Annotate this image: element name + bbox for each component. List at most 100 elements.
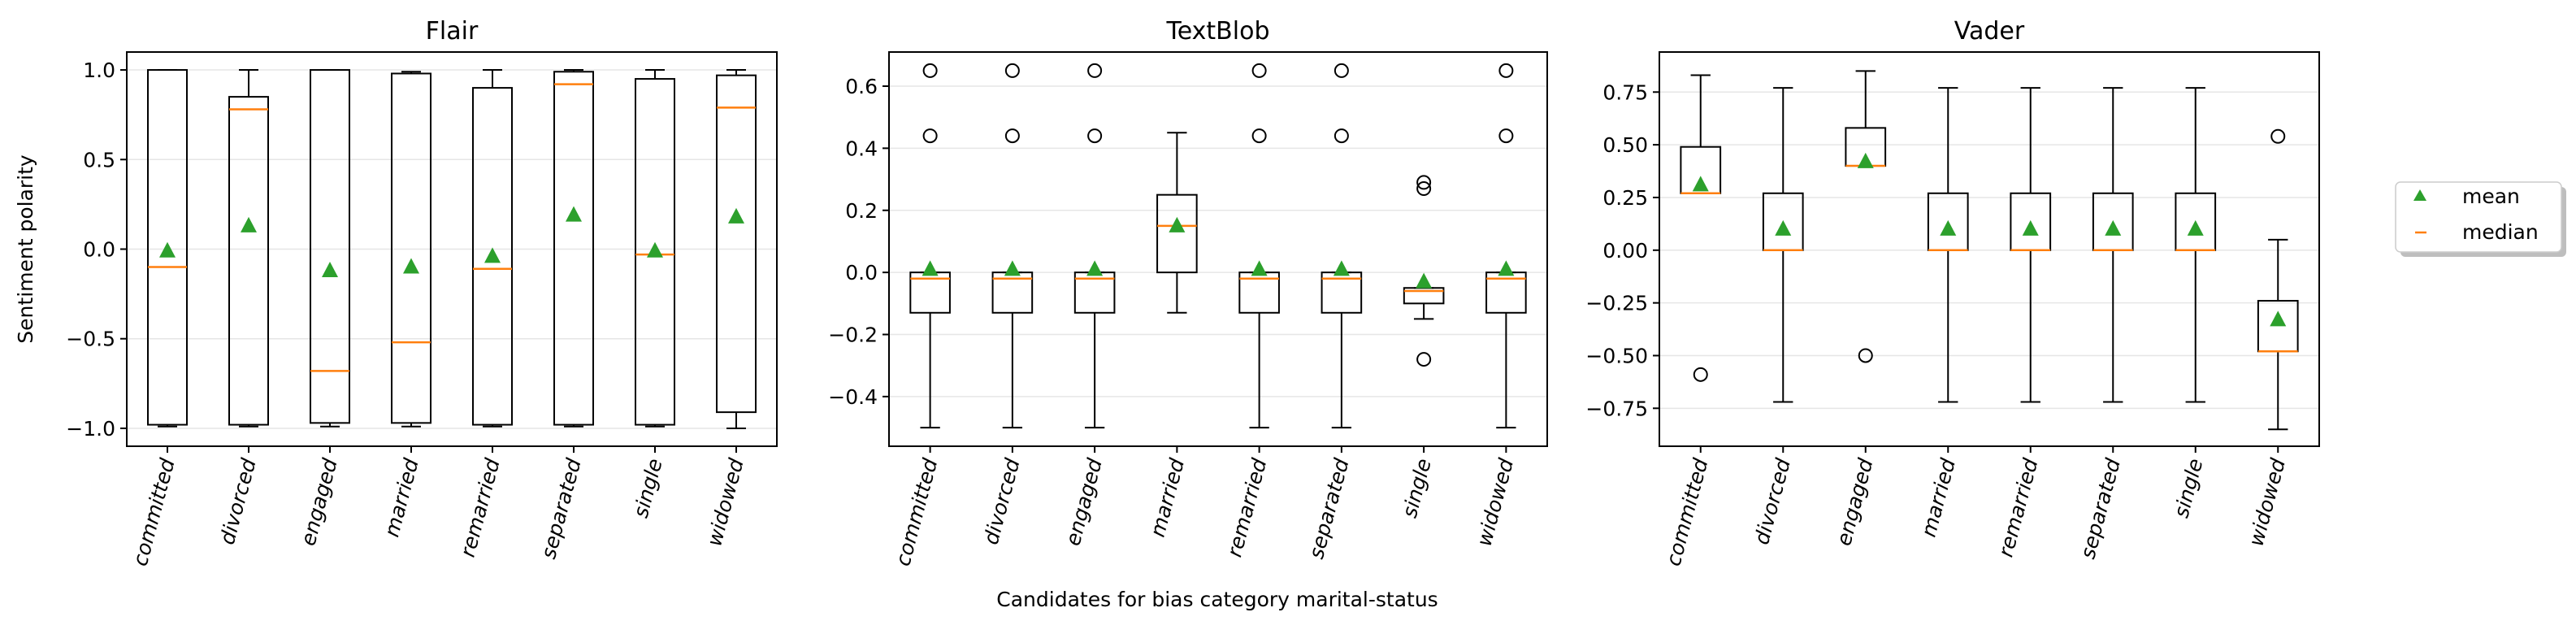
box-widowed — [2257, 128, 2299, 431]
y-tick-label: 0.5 — [83, 148, 115, 172]
legend: mean median — [2395, 181, 2566, 257]
x-tick-label: separated — [536, 456, 586, 562]
flier-point — [1498, 63, 1514, 78]
box-married — [391, 71, 432, 428]
flier-point — [922, 63, 938, 78]
mean-marker — [1775, 219, 1792, 236]
box-separated — [553, 69, 594, 428]
mean-marker — [1251, 260, 1268, 276]
legend-entry-mean: mean — [2413, 185, 2520, 208]
y-tick-label: −0.75 — [1585, 397, 1648, 420]
flier-point — [1087, 63, 1103, 78]
axes-frame — [1659, 51, 2320, 447]
mean-marker — [2187, 219, 2204, 236]
shared-xlabel: Candidates for bias category marital-sta… — [996, 588, 1438, 611]
mean-marker — [241, 216, 257, 232]
x-tick-label: divorced — [215, 456, 261, 547]
mean-marker — [1416, 272, 1433, 289]
mean-marker — [1004, 260, 1021, 276]
x-tick-label: widowed — [2244, 456, 2290, 549]
x-tick-label: divorced — [979, 456, 1025, 547]
y-tick-label: 0.75 — [1602, 80, 1648, 104]
y-tick-label: −0.2 — [828, 324, 878, 347]
panel-title: Flair — [426, 17, 479, 46]
y-tick-label: 1.0 — [83, 59, 115, 82]
y-tick-label: −0.50 — [1585, 344, 1648, 367]
x-tick-label: separated — [1304, 456, 1354, 562]
mean-marker — [159, 241, 176, 258]
x-tick-label: widowed — [1472, 456, 1519, 549]
y-tick-label: −1.0 — [66, 417, 115, 441]
x-tick-label: single — [1398, 456, 1436, 520]
flier-point — [1416, 352, 1432, 367]
iqr-box — [391, 72, 432, 424]
mean-marker — [322, 261, 338, 277]
mean-marker — [1940, 219, 1957, 236]
y-axis-label: Sentiment polarity — [14, 154, 37, 344]
flier-point — [1251, 63, 1267, 78]
mean-marker — [1498, 260, 1515, 276]
box-committed — [147, 69, 188, 428]
legend-median-label: median — [2462, 220, 2539, 244]
box-divorced — [1762, 87, 1804, 403]
box-separated — [2092, 87, 2134, 403]
x-tick-label: divorced — [1750, 456, 1795, 547]
box-separated — [1321, 63, 1363, 429]
flier-point — [1004, 63, 1020, 78]
box-single — [635, 69, 675, 428]
mean-marker — [647, 241, 663, 258]
y-tick-label: 0.6 — [845, 75, 878, 98]
x-tick-label: committed — [891, 456, 942, 569]
x-tick-label: engaged — [1832, 456, 1877, 548]
x-tick-label: married — [379, 456, 423, 540]
iqr-box — [716, 74, 757, 414]
x-tick-label: committed — [1661, 456, 1712, 569]
axes-frame — [888, 51, 1548, 447]
y-tick-label: 0.50 — [1602, 133, 1648, 157]
x-tick-label: remarried — [1993, 456, 2042, 559]
x-tick-label: remarried — [1222, 456, 1271, 559]
flier-point — [1416, 175, 1432, 190]
flier-point — [922, 128, 938, 144]
box-single — [2175, 87, 2217, 403]
panel-flair: −1.0 −0.5 0.0 0.5 1.0 committed divorced engage… — [14, 17, 778, 568]
y-tick-label: −0.25 — [1585, 292, 1648, 315]
legend-entry-median: median — [2415, 220, 2539, 244]
box-divorced — [991, 63, 1034, 429]
flier-point — [1087, 128, 1103, 144]
y-tick-label: 0.0 — [83, 238, 115, 262]
flier-point — [1334, 128, 1349, 144]
mean-marker — [1169, 216, 1186, 232]
y-tick-label: 0.25 — [1602, 186, 1648, 210]
x-tick-label: single — [629, 456, 667, 520]
box-engaged — [310, 69, 350, 428]
y-tick-label: 0.4 — [845, 137, 878, 160]
flier-point — [2270, 128, 2286, 144]
legend-frame — [2395, 181, 2562, 253]
flier-point — [1416, 181, 1432, 197]
iqr-box — [310, 69, 350, 424]
x-tick-label: married — [1917, 456, 1961, 540]
mean-marker — [566, 206, 582, 222]
panel-vader: −0.75 −0.50 −0.25 0.00 0.25 0.50 0.75 committed… — [1585, 17, 2320, 569]
flier-point — [1251, 128, 1267, 144]
x-tick-label: remarried — [456, 456, 505, 559]
mean-marker — [484, 247, 501, 263]
mean-marker — [1086, 260, 1104, 276]
mean-marker — [1692, 176, 1709, 192]
flier-point — [1004, 128, 1020, 144]
x-tick-label: engaged — [1061, 456, 1107, 548]
mean-marker — [922, 260, 939, 276]
y-tick-label: −0.4 — [828, 385, 878, 409]
box-married — [1156, 132, 1198, 314]
box-engaged — [1845, 70, 1887, 363]
y-tick-label: 0.0 — [845, 261, 878, 284]
mean-marker — [2270, 310, 2287, 327]
flier-point — [1498, 128, 1514, 144]
box-engaged — [1073, 63, 1116, 429]
box-remarried — [2010, 87, 2052, 403]
panel-textblob: −0.4 −0.2 0.0 0.2 0.4 0.6 committed divorced eng… — [828, 17, 1548, 569]
flier-point — [1858, 348, 1873, 363]
x-tick-label: engaged — [296, 456, 341, 548]
